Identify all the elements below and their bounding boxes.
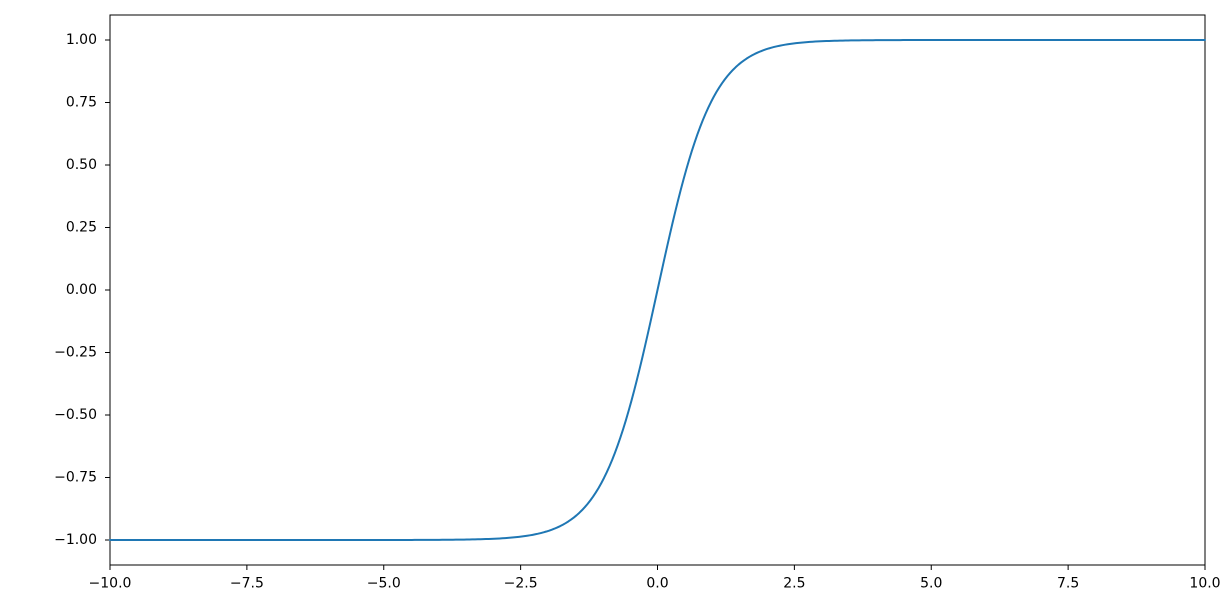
y-tick-label: 1.00 bbox=[66, 32, 97, 48]
x-tick-label: −7.5 bbox=[230, 576, 264, 592]
y-tick-label: −0.75 bbox=[54, 470, 97, 486]
x-tick-label: 0.0 bbox=[646, 576, 668, 592]
x-tick-label: 10.0 bbox=[1189, 576, 1220, 592]
chart-container: −10.0 −7.5 −5.0 −2.5 0.0 2.5 5.0 7.5 10.0 −1.00 −0… bbox=[0, 0, 1220, 605]
x-tick-label: 2.5 bbox=[783, 576, 805, 592]
y-tick-label: 0.50 bbox=[66, 157, 97, 173]
series-tanh bbox=[110, 40, 1205, 540]
x-tick-label: 5.0 bbox=[920, 576, 942, 592]
y-tick-label: −0.25 bbox=[54, 345, 97, 361]
y-tick-label: −0.50 bbox=[54, 407, 97, 423]
y-tick-label: −1.00 bbox=[54, 532, 97, 548]
x-tick-label: −10.0 bbox=[89, 576, 132, 592]
x-tick-label: 7.5 bbox=[1057, 576, 1079, 592]
x-tick-label: −2.5 bbox=[504, 576, 538, 592]
y-tick-label: 0.25 bbox=[66, 220, 97, 236]
y-tick-label: 0.75 bbox=[66, 95, 97, 111]
line-chart: −10.0 −7.5 −5.0 −2.5 0.0 2.5 5.0 7.5 10.0 −1.00 −0… bbox=[0, 0, 1220, 605]
y-tick-label: 0.00 bbox=[66, 282, 97, 298]
x-tick-label: −5.0 bbox=[367, 576, 401, 592]
